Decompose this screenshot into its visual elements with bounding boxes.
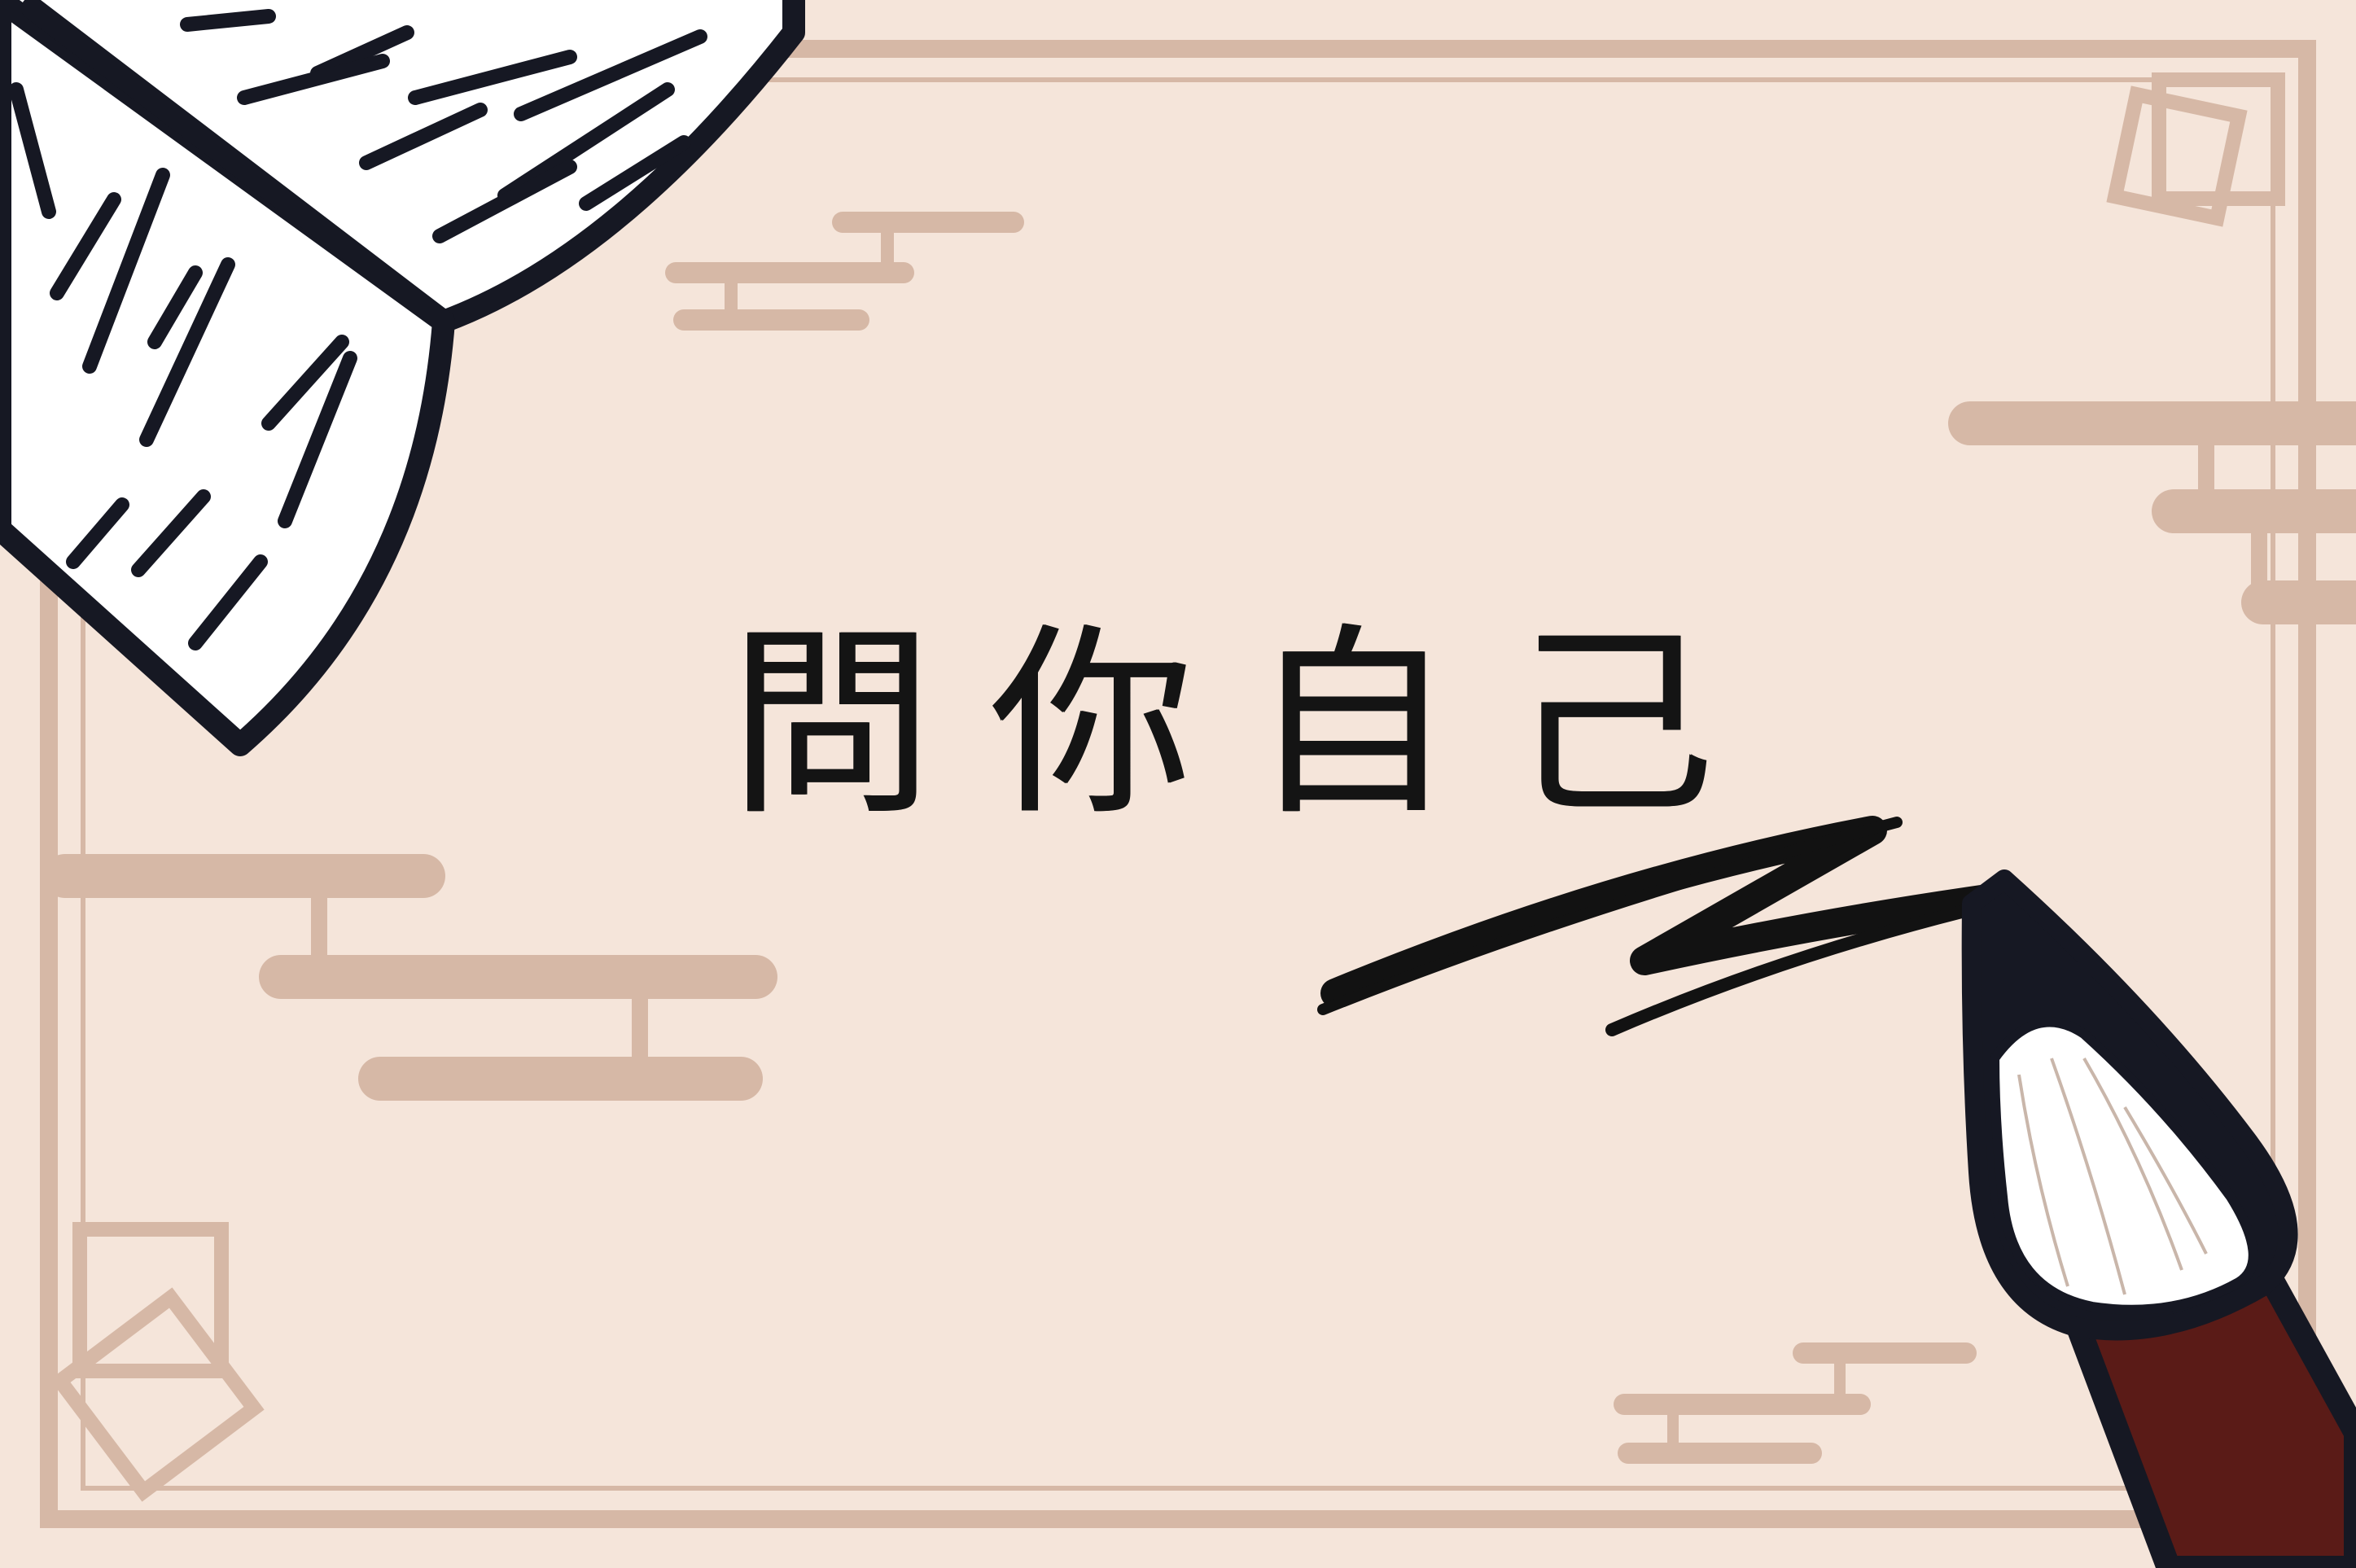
book-icon	[0, 0, 805, 756]
cloud-ornament-left	[43, 854, 777, 1101]
brush-stroke	[1317, 816, 2025, 1036]
cloud-ornament-bottom-right	[1614, 1342, 1977, 1464]
frame-border	[40, 40, 2316, 1528]
square-ornament-top-right	[2106, 72, 2285, 227]
calligraphy-brush-icon	[1961, 869, 2356, 1568]
title-text: 問你自己	[729, 606, 1771, 843]
cloud-ornament-right	[1948, 401, 2356, 624]
cloud-ornament-top	[665, 212, 1024, 331]
square-ornament-bottom-left	[50, 1222, 265, 1502]
